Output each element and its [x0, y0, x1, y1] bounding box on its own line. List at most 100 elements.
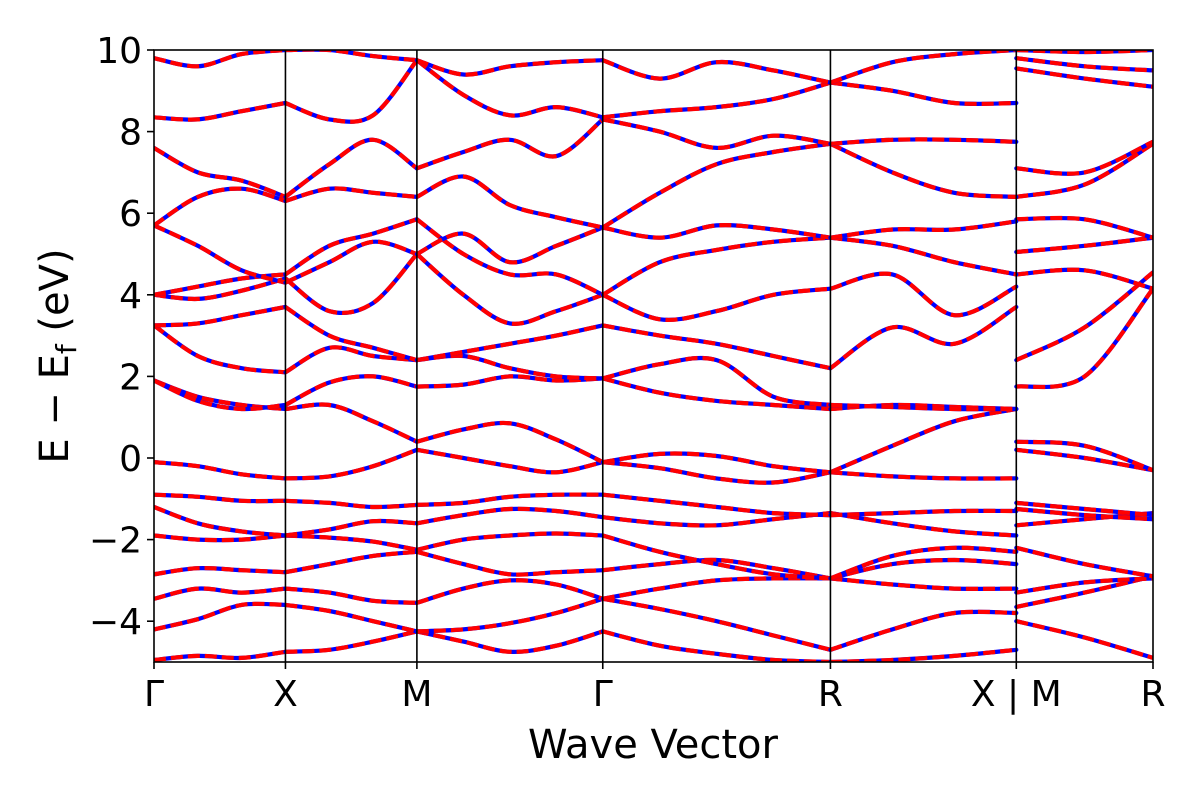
band-15-segment-3-spin-up — [601, 141, 831, 230]
band-16-segment-3-spin-up — [602, 117, 831, 151]
band-14-segment-3-spin-up — [602, 223, 831, 240]
band-6-segment-0-spin-up — [154, 492, 286, 504]
band-15-segment-1-spin-up — [284, 186, 418, 204]
band-17-segment-0-spin-up — [154, 100, 286, 122]
band-9-segment-1-spin-up — [284, 374, 418, 407]
band-12-segment-4-spin-up — [829, 271, 1018, 318]
band-8 — [154, 378, 1153, 475]
band-5-segment-1-spin-up — [285, 518, 418, 538]
band-1-segment-1-spin-up — [285, 602, 418, 634]
band-6-segment-4-spin-up — [830, 508, 1017, 518]
band-1-segment-2-spin-up — [416, 596, 604, 634]
band-3-segment-0-spin-up — [154, 565, 286, 577]
band-10-segment-3-spin-up — [602, 355, 831, 408]
band-5-segment-0-spin-up — [154, 505, 286, 538]
band-1-segment-4-spin-up — [829, 609, 1017, 652]
band-14 — [154, 141, 1153, 285]
x-tick-label-3: Γ — [593, 674, 613, 715]
y-tick-label-6: −2 — [89, 521, 142, 562]
plot-frame — [153, 49, 1154, 663]
band-12-segment-1-spin-up — [284, 252, 419, 315]
band-3-segment-5-spin-up — [1015, 545, 1153, 579]
band-13-segment-3-spin-up — [601, 235, 831, 297]
band-10-segment-1-spin-up — [284, 345, 418, 375]
band-6-segment-3-spin-up — [602, 492, 831, 518]
band-13-segment-2-spin-up — [415, 217, 604, 297]
band-3-segment-1-spin-up — [285, 549, 418, 575]
band-7 — [154, 447, 1153, 485]
band-11-segment-3-spin-up — [602, 323, 831, 371]
band-15-segment-2-spin-up — [415, 174, 604, 230]
band-16-segment-0-spin-up — [154, 146, 287, 199]
band-0-segment-3-spin-up — [602, 629, 831, 662]
band-15-segment-4-spin-up — [829, 141, 1017, 199]
band-8-segment-2-spin-up — [416, 420, 604, 464]
band-16-segment-5-spin-up — [1015, 66, 1153, 89]
band-8-segment-3-spin-up — [602, 451, 831, 475]
band-0-segment-2-spin-up — [416, 629, 604, 654]
band-13-segment-5-spin-up — [1016, 215, 1153, 240]
band-11-segment-0-spin-up — [154, 304, 286, 328]
y-axis-label-subscript: f — [50, 343, 83, 354]
band-16 — [154, 66, 1153, 199]
band-2-segment-4-spin-up — [830, 576, 1017, 591]
band-9-segment-0-spin-up — [154, 378, 286, 412]
band-7-segment-2-spin-up — [416, 447, 604, 475]
band-17 — [154, 56, 1153, 124]
y-tick-label-5: 0 — [119, 439, 142, 480]
y-axis-label: E − Ef (eV) — [32, 248, 83, 463]
band-12-segment-5-spin-up — [1016, 235, 1153, 255]
band-15-segment-0-spin-up — [154, 186, 287, 228]
x-axis-label: Wave Vector — [528, 722, 779, 768]
band-18-segment-0-spin-up — [154, 50, 286, 69]
y-tick-label-2: 6 — [119, 194, 142, 235]
x-tick-label-1: X — [273, 674, 298, 715]
band-6 — [154, 492, 1153, 522]
band-5-segment-3-spin-up — [602, 511, 831, 528]
band-17-segment-1-spin-up — [284, 58, 419, 124]
x-tick-label-0: Γ — [144, 674, 164, 715]
band-2-segment-5-spin-up — [1015, 576, 1153, 595]
x-tick-label-5: X | M — [971, 674, 1062, 715]
band-12-segment-2-spin-up — [415, 252, 604, 326]
band-13-segment-4-spin-up — [830, 235, 1017, 277]
band-5 — [154, 500, 1153, 538]
band-9-segment-2-spin-up — [416, 374, 603, 389]
band-14-segment-1-spin-up — [284, 239, 418, 285]
band-9-segment-5-spin-up — [1015, 287, 1153, 390]
band-3 — [154, 545, 1153, 581]
band-17-segment-5-spin-up — [1016, 56, 1153, 73]
x-tick-label-2: M — [401, 674, 432, 715]
band-2-segment-3-spin-up — [602, 576, 831, 601]
band-12-segment-0-spin-up — [154, 276, 286, 302]
band-4-segment-3-spin-up — [602, 533, 831, 581]
band-0-segment-0-spin-up — [154, 649, 286, 662]
y-axis-label-main: E − E — [32, 354, 78, 464]
band-6-segment-2-spin-up — [416, 492, 603, 507]
band-6-segment-5-spin-up — [1016, 506, 1153, 522]
band-8-segment-4-spin-up — [829, 406, 1017, 475]
band-0 — [154, 619, 1153, 662]
band-11-segment-1-spin-up — [284, 305, 418, 363]
band-3-segment-2-spin-up — [416, 549, 603, 577]
band-17-segment-3-spin-up — [602, 80, 831, 120]
band-11-segment-2-spin-up — [416, 323, 604, 363]
band-15 — [154, 139, 1153, 230]
band-4-segment-2-spin-up — [416, 531, 603, 552]
band-16-segment-2-spin-up — [416, 117, 605, 171]
high-symmetry-lines — [284, 50, 1018, 662]
x-axis-ticks: Γ X M Γ R X | M R — [144, 662, 1166, 715]
band-14-segment-2-spin-up — [415, 225, 604, 265]
y-tick-label-3: 4 — [119, 276, 142, 317]
band-16-segment-1-spin-up — [284, 137, 419, 199]
band-0-segment-5-spin-up — [1015, 619, 1153, 660]
band-10-segment-2-spin-up — [416, 353, 603, 381]
x-tick-label-6: R — [1140, 674, 1165, 715]
band-11-segment-4-spin-up — [829, 305, 1018, 370]
band-18-segment-1-spin-up — [285, 50, 418, 63]
band-12-segment-3-spin-up — [601, 286, 831, 322]
band-6-segment-1-spin-up — [285, 498, 418, 510]
band-4 — [154, 511, 1153, 581]
band-7-segment-0-spin-up — [154, 460, 286, 481]
